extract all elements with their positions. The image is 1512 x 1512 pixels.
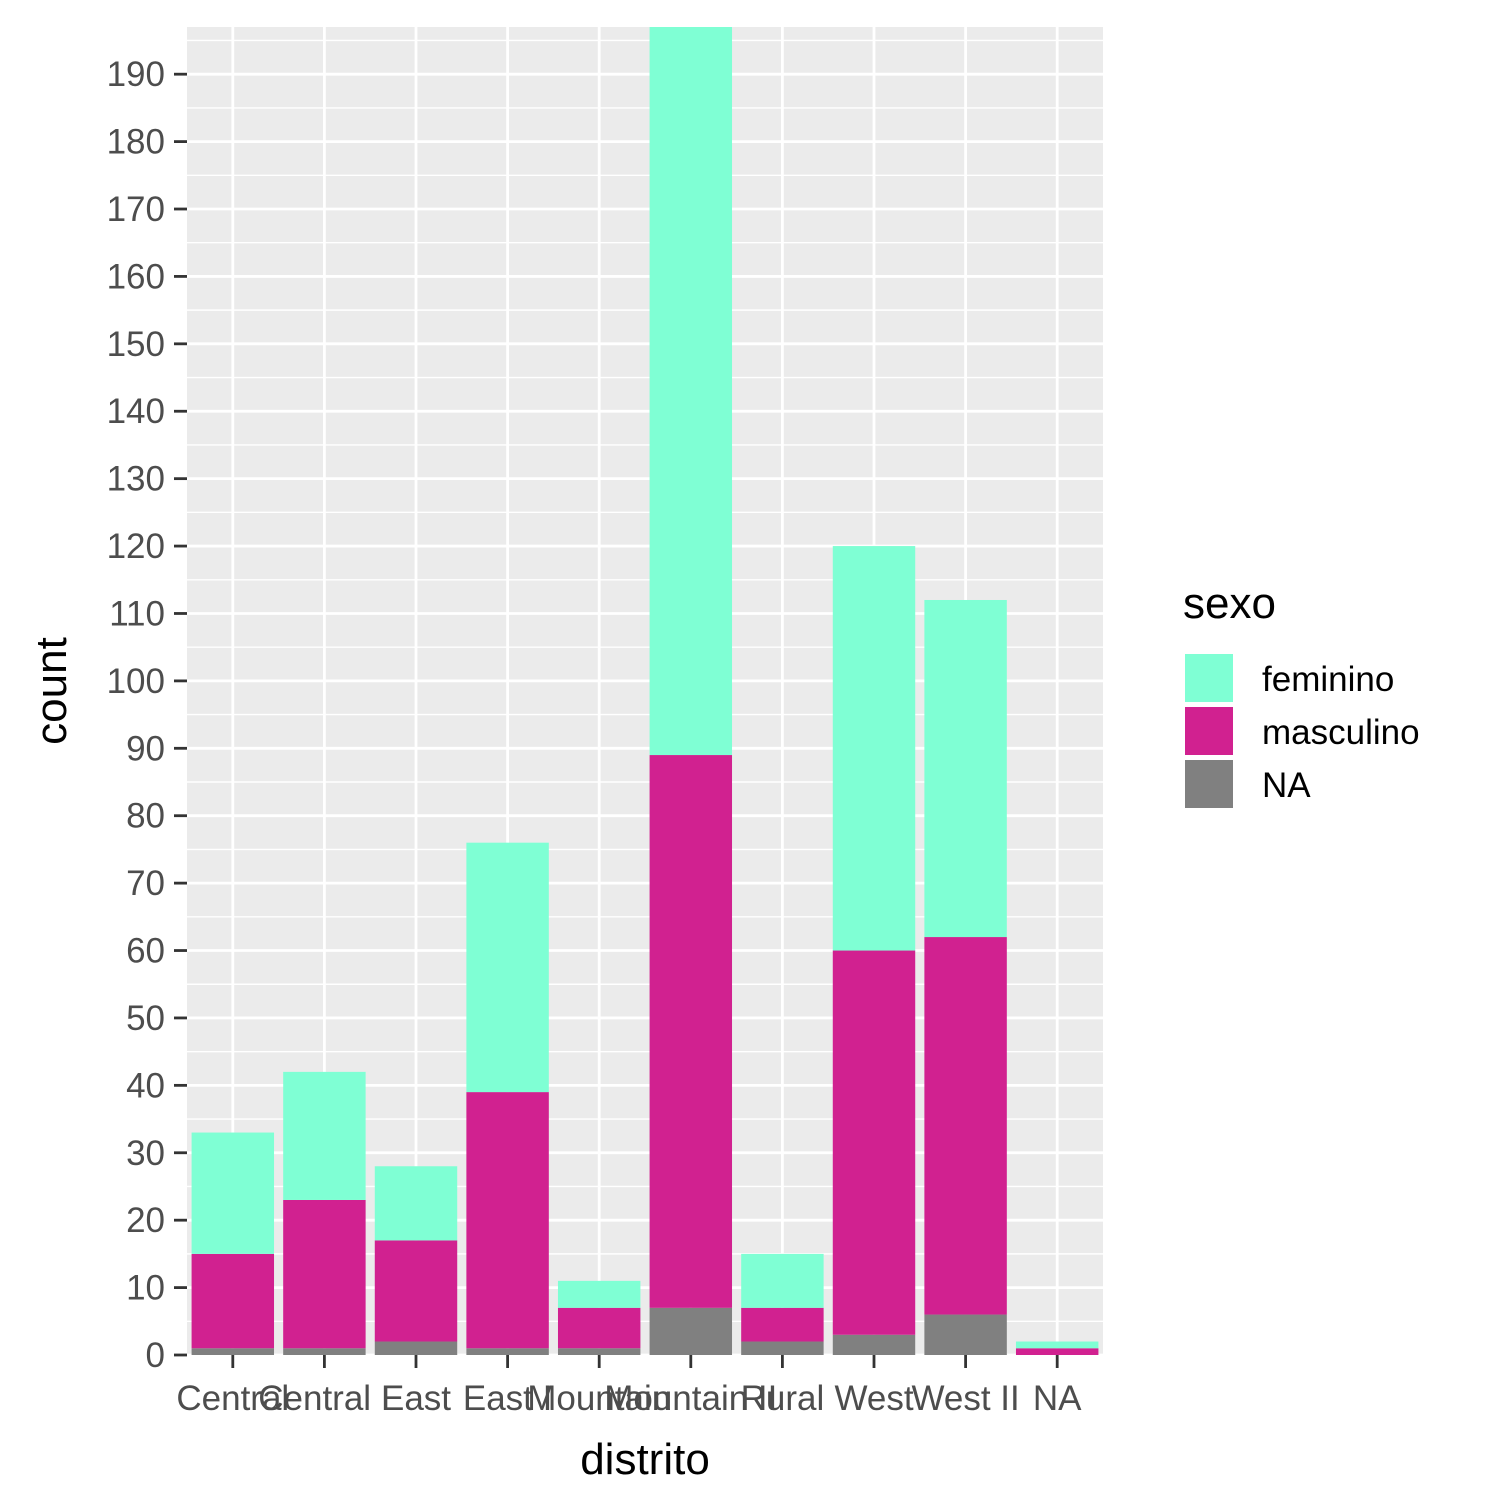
bar-feminino	[832, 546, 916, 951]
x-tick-label: West II	[911, 1379, 1019, 1418]
bar-feminino	[191, 1132, 275, 1254]
x-tick-label: Central	[176, 1379, 289, 1418]
bar-feminino	[283, 1071, 366, 1200]
legend-label-feminino: feminino	[1262, 660, 1394, 699]
x-tick-label: Central I	[258, 1379, 390, 1418]
legend-title: sexo	[1183, 579, 1276, 628]
y-tick-label: 180	[107, 123, 165, 162]
y-tick-label: 80	[126, 797, 165, 836]
bar-feminino	[466, 842, 549, 1093]
bar-NA	[557, 1348, 641, 1355]
y-tick-label: 160	[107, 257, 165, 296]
y-tick-label: 50	[126, 999, 165, 1038]
y-tick-label: 10	[126, 1269, 165, 1308]
y-tick-label: 100	[107, 662, 165, 701]
bar-NA	[649, 1307, 733, 1355]
bar-NA	[283, 1348, 366, 1355]
legend-label-NA: NA	[1262, 766, 1311, 805]
bar-masculino	[649, 755, 733, 1308]
x-tick-label: NA	[1033, 1379, 1082, 1418]
y-tick-label: 140	[107, 392, 165, 431]
legend-key-masculino	[1183, 705, 1235, 757]
legend: sexo feminino masculino NA	[1183, 579, 1420, 810]
y-tick-label: 110	[109, 594, 165, 633]
x-tick-label: Rural	[741, 1379, 825, 1418]
y-axis: 0 10 20 30 40 50 60 70 80 90 100 110 120 130 140 150 160…	[107, 55, 187, 1375]
bar-masculino	[191, 1253, 275, 1349]
bar-NA	[466, 1348, 549, 1355]
legend-key-NA	[1183, 758, 1235, 810]
bar-NA	[832, 1334, 916, 1355]
y-tick-label: 60	[126, 932, 165, 971]
bars	[191, 27, 1099, 1355]
y-tick-label: 90	[126, 729, 165, 768]
bar-feminino	[741, 1253, 824, 1308]
x-tick-label: East	[381, 1379, 451, 1418]
legend-key-feminino	[1183, 652, 1235, 704]
y-tick-label: 150	[107, 325, 165, 364]
y-tick-label: 190	[107, 55, 165, 94]
bar-masculino	[374, 1240, 458, 1342]
bar-NA	[924, 1314, 1007, 1355]
bar-feminino	[374, 1166, 458, 1241]
x-tick-label: Mountain II	[604, 1379, 777, 1418]
y-tick-label: 20	[126, 1201, 165, 1240]
y-tick-label: 170	[107, 190, 165, 229]
y-tick-label: 0	[146, 1336, 165, 1375]
legend-label-masculino: masculino	[1262, 713, 1420, 752]
bar-masculino	[466, 1092, 549, 1349]
bar-feminino	[557, 1280, 641, 1308]
bar-NA	[741, 1341, 824, 1355]
y-axis-title: count	[27, 637, 76, 745]
bar-feminino	[924, 599, 1007, 938]
x-tick-label: Mountain	[527, 1379, 671, 1418]
y-tick-label: 120	[107, 527, 165, 566]
y-tick-label: 130	[107, 460, 165, 499]
x-axis-title: distrito	[580, 1435, 710, 1484]
y-tick-label: 70	[126, 864, 165, 903]
bar-feminino	[1015, 1341, 1099, 1349]
bar-masculino	[1015, 1348, 1099, 1355]
bar-masculino	[832, 950, 916, 1335]
x-tick-label: East I	[463, 1379, 552, 1418]
bar-feminino	[649, 27, 733, 756]
y-tick-label: 30	[126, 1134, 165, 1173]
bar-NA	[191, 1348, 275, 1355]
bar-NA	[374, 1341, 458, 1355]
bar-masculino	[283, 1199, 366, 1349]
bar-masculino	[924, 937, 1007, 1315]
bar-masculino	[557, 1307, 641, 1349]
y-tick-label: 40	[126, 1066, 165, 1105]
x-tick-label: West	[834, 1379, 913, 1418]
bar-masculino	[741, 1307, 824, 1342]
